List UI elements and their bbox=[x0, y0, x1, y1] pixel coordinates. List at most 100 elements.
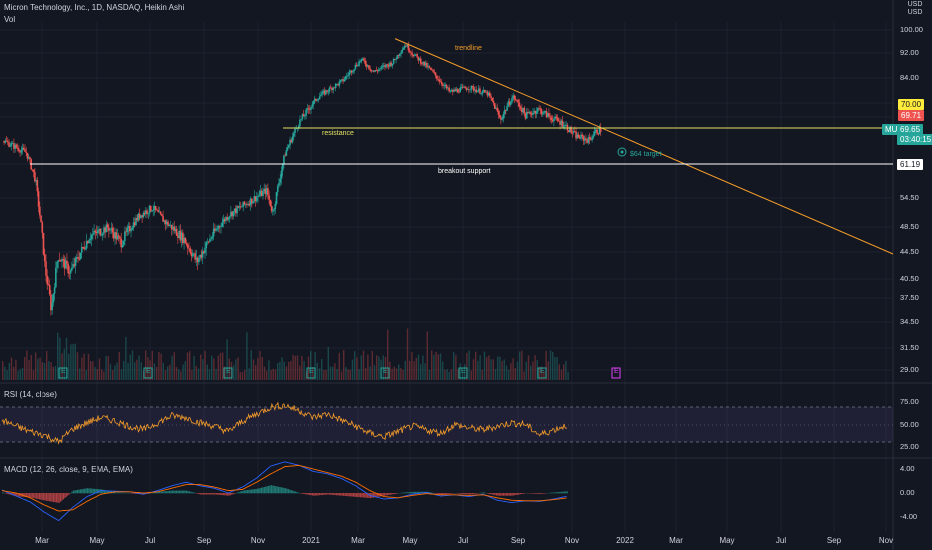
volume-bar bbox=[211, 355, 213, 380]
macd-histogram-bar bbox=[321, 493, 323, 495]
volume-bar bbox=[219, 352, 222, 380]
volume-bar bbox=[294, 355, 296, 380]
candle-body bbox=[106, 224, 109, 228]
candle-body bbox=[251, 198, 253, 204]
candle-body bbox=[8, 142, 10, 147]
macd-histogram-bar bbox=[293, 491, 295, 494]
candle-body bbox=[398, 53, 401, 56]
macd-histogram-bar bbox=[395, 493, 397, 494]
volume-bar bbox=[145, 350, 147, 380]
macd-histogram-bar bbox=[334, 493, 336, 496]
candle-body bbox=[302, 114, 305, 117]
volume-bar bbox=[503, 359, 505, 380]
volume-bar bbox=[303, 361, 305, 380]
macd-histogram-bar bbox=[159, 491, 161, 494]
volume-bar bbox=[464, 364, 466, 380]
candle-body bbox=[129, 226, 131, 232]
macd-histogram-bar bbox=[341, 493, 343, 496]
volume-bar bbox=[118, 352, 120, 380]
volume-bar bbox=[13, 366, 15, 380]
macd-histogram-bar bbox=[391, 493, 393, 495]
candle-body bbox=[358, 61, 360, 66]
macd-histogram-bar bbox=[451, 493, 454, 494]
candle-body bbox=[410, 52, 412, 53]
volume-bar bbox=[428, 369, 431, 380]
volume-bar bbox=[48, 361, 50, 380]
volume-bar bbox=[543, 371, 545, 380]
macd-histogram-bar bbox=[559, 491, 561, 494]
volume-bar bbox=[455, 355, 457, 380]
candle-body bbox=[185, 243, 188, 245]
macd-histogram-bar bbox=[154, 492, 157, 494]
candle-body bbox=[265, 188, 268, 195]
volume-bar bbox=[72, 343, 74, 380]
candle-body bbox=[493, 103, 496, 109]
candle-body bbox=[551, 119, 554, 122]
volume-bar bbox=[237, 357, 239, 380]
candle-body bbox=[43, 254, 46, 262]
macd-histogram-bar bbox=[214, 493, 216, 495]
macd-histogram-bar bbox=[361, 493, 363, 498]
candle-body bbox=[138, 213, 141, 219]
macd-histogram-bar bbox=[41, 493, 43, 500]
candle-body bbox=[459, 87, 462, 93]
volume-bar bbox=[140, 362, 142, 380]
candle-body bbox=[165, 221, 168, 225]
volume-bar bbox=[389, 361, 391, 380]
candle-body bbox=[297, 126, 300, 128]
candle-body bbox=[226, 217, 229, 220]
candle-body bbox=[34, 172, 36, 182]
time-tick-label: Jul bbox=[144, 536, 156, 545]
macd-histogram-bar bbox=[364, 493, 366, 498]
macd-histogram-bar bbox=[9, 493, 11, 495]
candle-body bbox=[497, 110, 500, 115]
macd-histogram-bar bbox=[151, 492, 154, 494]
macd-histogram-bar bbox=[212, 493, 215, 495]
candle-body bbox=[560, 120, 563, 125]
candle-body bbox=[14, 144, 16, 149]
earnings-icon bbox=[306, 367, 316, 379]
macd-histogram-bar bbox=[173, 490, 175, 494]
candle-body bbox=[182, 232, 184, 244]
macd-histogram-bar bbox=[521, 493, 523, 495]
candle-body bbox=[381, 66, 384, 67]
candle-body bbox=[10, 143, 13, 146]
candle-body bbox=[36, 180, 39, 192]
macd-histogram-bar bbox=[282, 487, 284, 494]
candle-body bbox=[395, 59, 397, 60]
candle-body bbox=[178, 230, 180, 238]
macd-histogram-bar bbox=[31, 493, 33, 498]
candle-body bbox=[164, 220, 167, 225]
candle-body bbox=[37, 191, 40, 207]
volume-bar bbox=[76, 352, 79, 380]
candle-body bbox=[517, 100, 519, 103]
price-badge: MU bbox=[882, 124, 901, 135]
macd-histogram-bar bbox=[17, 493, 19, 497]
candle-body bbox=[596, 129, 598, 134]
macd-histogram-bar bbox=[81, 489, 83, 494]
macd-histogram-bar bbox=[466, 493, 468, 495]
price-badge: 69.71 bbox=[898, 110, 925, 121]
volume-bar bbox=[362, 350, 365, 380]
macd-histogram-bar bbox=[372, 493, 374, 498]
candle-body bbox=[496, 107, 498, 111]
candle-body bbox=[402, 48, 405, 50]
volume-bar bbox=[325, 370, 327, 380]
volume-bar bbox=[347, 369, 349, 380]
volume-bar bbox=[272, 368, 274, 380]
volume-bar bbox=[442, 361, 444, 380]
candle-body bbox=[572, 131, 575, 133]
macd-histogram-bar bbox=[498, 493, 500, 496]
candle-body bbox=[461, 86, 464, 88]
volume-bar bbox=[299, 365, 301, 380]
candle-body bbox=[540, 109, 543, 115]
rsi-tick-label: 75.00 bbox=[900, 397, 919, 406]
candle-body bbox=[137, 213, 140, 221]
volume-bar bbox=[417, 354, 420, 380]
candle-body bbox=[161, 214, 163, 217]
candle-body bbox=[500, 117, 502, 120]
volume-bar bbox=[246, 332, 248, 380]
volume-bar bbox=[329, 366, 332, 380]
candle-body bbox=[59, 260, 62, 262]
